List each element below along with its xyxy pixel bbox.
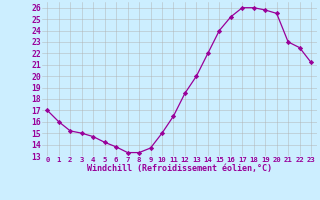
X-axis label: Windchill (Refroidissement éolien,°C): Windchill (Refroidissement éolien,°C) <box>87 164 272 173</box>
